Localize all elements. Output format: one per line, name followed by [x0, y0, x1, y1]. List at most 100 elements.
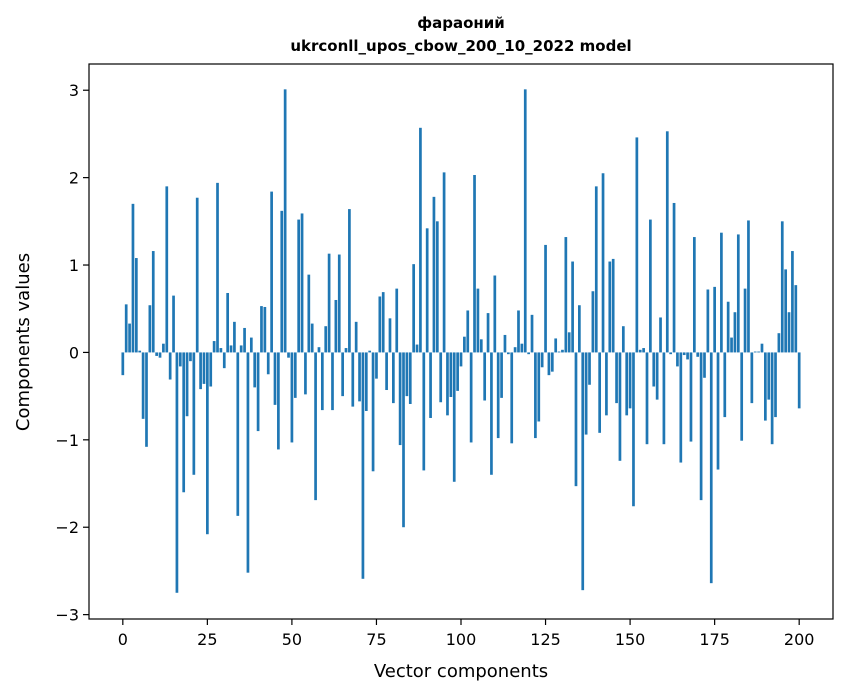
- bar: [162, 343, 165, 353]
- bar: [578, 305, 581, 353]
- bar: [381, 292, 385, 353]
- bar: [797, 352, 801, 409]
- bar: [206, 352, 209, 535]
- bar: [415, 344, 419, 353]
- bar: [452, 352, 456, 482]
- bar: [138, 350, 142, 353]
- bar: [506, 352, 510, 355]
- bar: [530, 314, 534, 353]
- bar: [736, 234, 740, 353]
- bar: [287, 352, 290, 358]
- bar: [212, 341, 216, 353]
- bar: [168, 352, 172, 380]
- chart-title-line2: ukrconll_upos_cbow_200_10_2022 model: [290, 37, 631, 55]
- bar: [405, 352, 409, 397]
- bar: [131, 203, 135, 353]
- bar: [672, 202, 676, 353]
- bar: [534, 352, 537, 439]
- plot-area-frame: [88, 63, 834, 620]
- bar: [723, 352, 727, 418]
- bar: [743, 288, 747, 353]
- bar: [459, 352, 463, 367]
- bar: [517, 310, 520, 353]
- bar-series: [121, 89, 801, 593]
- bar: [273, 352, 277, 405]
- bar: [777, 333, 781, 353]
- bar: [280, 210, 284, 353]
- bar: [794, 285, 798, 353]
- bar: [375, 352, 378, 379]
- bar: [591, 291, 595, 353]
- bar: [520, 343, 524, 353]
- bar: [435, 221, 439, 353]
- bar: [780, 221, 784, 353]
- bar: [310, 323, 314, 353]
- bar: [175, 352, 179, 593]
- bar: [547, 352, 551, 376]
- bar: [192, 352, 196, 475]
- bar: [229, 345, 233, 353]
- bar: [165, 186, 169, 353]
- bar: [645, 352, 649, 445]
- bar: [446, 352, 449, 416]
- bar: [787, 312, 791, 353]
- bar: [185, 352, 189, 417]
- bar: [564, 237, 568, 353]
- bar: [655, 352, 659, 400]
- bar: [216, 182, 219, 353]
- bar: [422, 352, 426, 471]
- bar: [747, 220, 750, 353]
- bar: [716, 352, 720, 470]
- bar: [527, 352, 530, 355]
- bar: [635, 137, 639, 353]
- bar: [327, 253, 331, 353]
- bar: [479, 339, 483, 353]
- bar: [605, 352, 608, 416]
- bar: [439, 352, 443, 403]
- bar: [713, 286, 716, 353]
- bar: [686, 352, 689, 360]
- bar: [148, 305, 152, 353]
- bar: [151, 251, 155, 353]
- x-tick-label: 0: [118, 630, 128, 649]
- y-tick-label: 1: [69, 256, 79, 275]
- bar: [561, 349, 564, 353]
- bar: [354, 321, 358, 353]
- y-tick-label: 2: [69, 169, 79, 188]
- bar: [233, 321, 236, 353]
- bar: [253, 352, 257, 388]
- bar: [733, 312, 737, 353]
- bar: [388, 318, 392, 353]
- bar: [155, 352, 158, 356]
- bar: [283, 89, 287, 353]
- bar: [493, 275, 497, 353]
- x-axis-label: Vector components: [374, 661, 548, 682]
- bar: [764, 352, 767, 421]
- bar: [361, 352, 365, 579]
- bar: [290, 352, 294, 443]
- bar: [486, 313, 490, 353]
- bar: [659, 317, 662, 353]
- bar: [720, 232, 723, 353]
- chart-title-line1: фараоний: [417, 14, 505, 32]
- bar: [449, 352, 453, 397]
- bar: [304, 352, 307, 395]
- bar: [266, 352, 270, 375]
- y-axis-label: Components values: [13, 253, 34, 431]
- bar: [317, 347, 321, 353]
- x-tick-label: 150: [615, 630, 646, 649]
- bar: [189, 352, 192, 362]
- bar: [463, 336, 466, 353]
- bar: [567, 332, 571, 353]
- bar: [402, 352, 405, 528]
- bar: [692, 237, 696, 353]
- bar: [364, 352, 368, 411]
- bar: [124, 304, 128, 353]
- bar: [219, 348, 223, 353]
- bar: [632, 352, 635, 507]
- bar: [544, 244, 547, 353]
- bar: [408, 352, 412, 404]
- bar: [598, 352, 602, 433]
- x-tick-label: 175: [699, 630, 730, 649]
